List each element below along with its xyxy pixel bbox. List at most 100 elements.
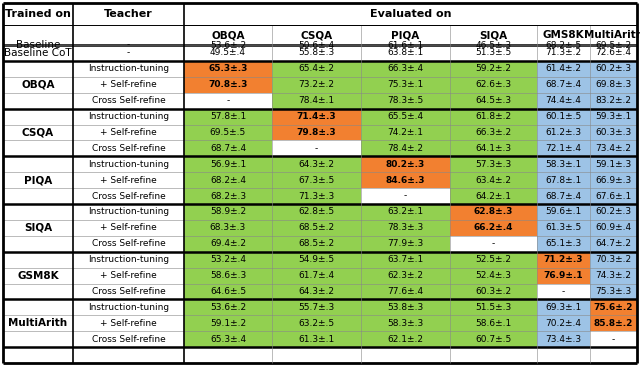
Bar <box>272 109 361 124</box>
Bar <box>590 315 637 331</box>
Bar <box>537 124 590 141</box>
Text: Cross Self-refine: Cross Self-refine <box>92 144 165 153</box>
Text: 66.2±.4: 66.2±.4 <box>474 223 513 232</box>
Bar <box>184 124 272 141</box>
Text: 57.3±.3: 57.3±.3 <box>476 160 511 169</box>
Bar <box>537 172 590 188</box>
Bar <box>272 204 361 220</box>
Text: 61.4±.2: 61.4±.2 <box>545 64 582 73</box>
Bar <box>537 156 590 172</box>
Bar <box>590 124 637 141</box>
Bar <box>184 204 272 220</box>
Bar <box>590 77 637 93</box>
Bar <box>184 331 272 347</box>
Text: 74.3±.2: 74.3±.2 <box>595 271 632 280</box>
Text: 64.3±.2: 64.3±.2 <box>298 287 335 296</box>
Bar <box>361 315 450 331</box>
Text: 67.8±.1: 67.8±.1 <box>545 176 582 185</box>
Text: Baseline CoT: Baseline CoT <box>4 48 72 58</box>
Bar <box>590 204 637 220</box>
Text: MultiArith: MultiArith <box>8 318 68 328</box>
Text: 50.6±.4: 50.6±.4 <box>298 41 335 49</box>
Bar <box>272 77 361 93</box>
Bar <box>537 268 590 284</box>
Bar <box>272 61 361 77</box>
Bar <box>537 236 590 252</box>
Text: 68.2±.3: 68.2±.3 <box>210 191 246 201</box>
Text: 84.6±.3: 84.6±.3 <box>386 176 425 185</box>
Text: 63.2±.1: 63.2±.1 <box>387 208 424 216</box>
Bar <box>590 156 637 172</box>
Text: -: - <box>127 48 130 57</box>
Text: 59.1±.3: 59.1±.3 <box>595 160 632 169</box>
Text: CSQA: CSQA <box>22 127 54 138</box>
Bar <box>272 156 361 172</box>
Text: 70.2±.4: 70.2±.4 <box>545 319 582 328</box>
Bar <box>537 109 590 124</box>
Bar <box>450 331 537 347</box>
Text: Instruction-tuning: Instruction-tuning <box>88 208 169 216</box>
Text: Cross Self-refine: Cross Self-refine <box>92 239 165 248</box>
Text: 61.8±.2: 61.8±.2 <box>476 112 511 121</box>
Text: 63.4±.2: 63.4±.2 <box>476 176 511 185</box>
Text: 69.8±.3: 69.8±.3 <box>595 80 632 89</box>
Text: Cross Self-refine: Cross Self-refine <box>92 191 165 201</box>
Bar <box>272 284 361 299</box>
Bar <box>184 268 272 284</box>
Text: 63.8±.1: 63.8±.1 <box>387 48 424 57</box>
Text: + Self-refine: + Self-refine <box>100 223 157 232</box>
Text: Instruction-tuning: Instruction-tuning <box>88 303 169 312</box>
Text: GSM8K: GSM8K <box>17 270 59 281</box>
Bar <box>590 284 637 299</box>
Bar <box>272 93 361 109</box>
Text: 53.6±.2: 53.6±.2 <box>210 303 246 312</box>
Text: 75.6±.2: 75.6±.2 <box>594 303 633 312</box>
Bar <box>184 252 272 268</box>
Bar <box>361 268 450 284</box>
Text: + Self-refine: + Self-refine <box>100 176 157 185</box>
Text: 64.3±.2: 64.3±.2 <box>298 160 335 169</box>
Bar <box>272 220 361 236</box>
Bar <box>361 284 450 299</box>
Bar <box>272 331 361 347</box>
Text: Instruction-tuning: Instruction-tuning <box>88 255 169 264</box>
Text: + Self-refine: + Self-refine <box>100 80 157 89</box>
Text: 69.3±.1: 69.3±.1 <box>545 303 582 312</box>
Text: 53.2±.4: 53.2±.4 <box>210 255 246 264</box>
Bar <box>537 188 590 204</box>
Bar <box>450 315 537 331</box>
Text: 72.1±.4: 72.1±.4 <box>545 144 582 153</box>
Bar <box>537 77 590 93</box>
Text: 56.9±.1: 56.9±.1 <box>210 160 246 169</box>
Bar <box>272 299 361 315</box>
Text: 70.8±.3: 70.8±.3 <box>208 80 248 89</box>
Bar <box>361 77 450 93</box>
Text: 60.3±.2: 60.3±.2 <box>476 287 511 296</box>
Text: 68.2±.5: 68.2±.5 <box>545 41 582 49</box>
Text: 60.9±.4: 60.9±.4 <box>595 223 632 232</box>
Text: 65.4±.2: 65.4±.2 <box>298 64 335 73</box>
Bar <box>361 220 450 236</box>
Text: -: - <box>127 41 130 49</box>
Text: 64.1±.3: 64.1±.3 <box>476 144 511 153</box>
Bar <box>450 172 537 188</box>
Text: 61.2±.3: 61.2±.3 <box>545 128 582 137</box>
Text: Baseline: Baseline <box>16 40 60 50</box>
Bar <box>272 172 361 188</box>
Text: 78.4±.2: 78.4±.2 <box>387 144 424 153</box>
Text: 72.6±.4: 72.6±.4 <box>595 48 632 57</box>
Text: 59.1±.2: 59.1±.2 <box>210 319 246 328</box>
Text: 75.3±.1: 75.3±.1 <box>387 80 424 89</box>
Text: 69.4±.2: 69.4±.2 <box>210 239 246 248</box>
Bar <box>537 220 590 236</box>
Text: 75.3±.3: 75.3±.3 <box>595 287 632 296</box>
Text: 69.5±.5: 69.5±.5 <box>210 128 246 137</box>
Bar <box>537 204 590 220</box>
Bar <box>450 141 537 156</box>
Text: MultiArith: MultiArith <box>584 30 640 40</box>
Text: 60.7±.5: 60.7±.5 <box>476 335 511 344</box>
Text: 61.6±.1: 61.6±.1 <box>387 41 424 49</box>
Text: 76.9±.1: 76.9±.1 <box>544 271 583 280</box>
Bar <box>590 61 637 77</box>
Text: -: - <box>227 96 230 105</box>
